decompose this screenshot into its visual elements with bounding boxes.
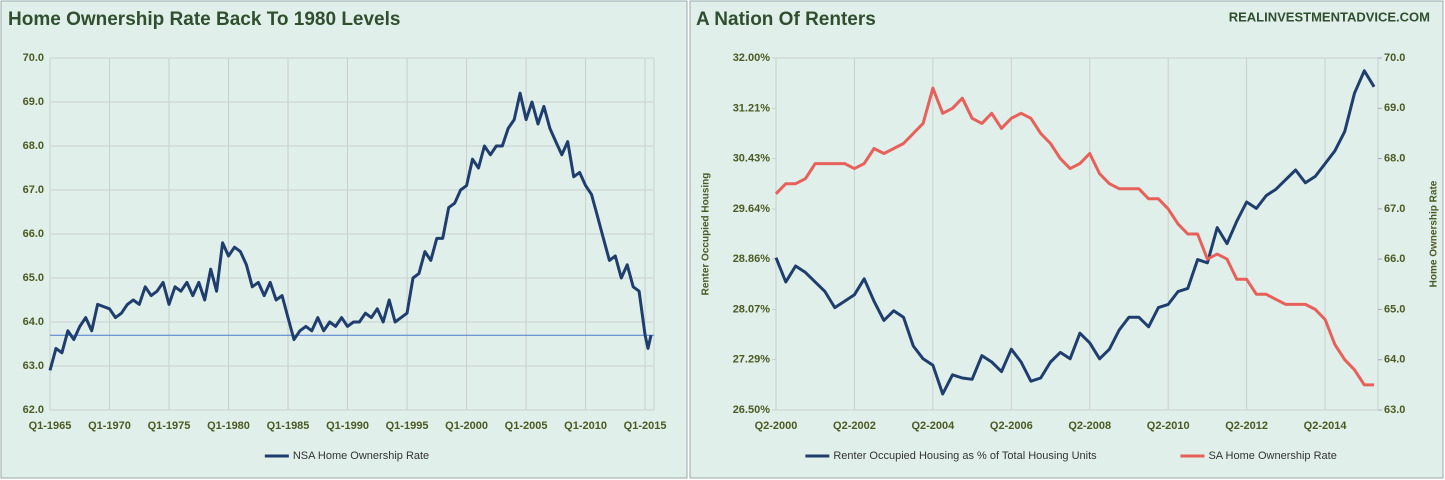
watermark: REALINVESTMENTADVICE.COM: [1229, 9, 1430, 24]
y-tick-label: 28.07%: [733, 303, 771, 315]
legend-label: Renter Occupied Housing as % of Total Ho…: [833, 450, 1097, 462]
x-tick-label: Q2-2012: [1225, 420, 1268, 432]
x-tick-label: Q1-2005: [505, 420, 548, 432]
series-line: [774, 86, 1375, 387]
series-line: [774, 69, 1376, 396]
x-tick-label: Q1-1975: [148, 420, 191, 432]
y2-axis-label: Home Ownership Rate: [1429, 180, 1440, 287]
y-tick-label: 68.0: [23, 140, 44, 152]
y-tick-label: 30.43%: [733, 152, 771, 164]
x-tick-label: Q1-1965: [29, 420, 72, 432]
y2-tick-label: 67.0: [1384, 203, 1405, 215]
y-tick-label: 63.0: [23, 360, 44, 372]
x-tick-label: Q2-2010: [1147, 420, 1190, 432]
y-tick-label: 32.00%: [733, 52, 771, 64]
y-tick-label: 28.86%: [733, 253, 771, 265]
x-tick-label: Q2-2004: [911, 420, 955, 432]
y2-tick-label: 69.0: [1384, 102, 1405, 114]
panel-left: [0, 0, 688, 479]
y-tick-label: 26.50%: [733, 404, 771, 416]
y-tick-label: 31.21%: [733, 102, 771, 114]
y-tick-label: 65.0: [23, 272, 44, 284]
x-tick-label: Q2-2014: [1304, 420, 1348, 432]
x-tick-label: Q2-2000: [755, 420, 798, 432]
y2-tick-label: 63.0: [1384, 404, 1405, 416]
x-tick-label: Q2-2006: [990, 420, 1033, 432]
x-tick-label: Q1-1990: [326, 420, 369, 432]
y-tick-label: 67.0: [23, 184, 44, 196]
panel-right: [689, 0, 1444, 479]
x-tick-label: Q1-2010: [564, 420, 607, 432]
y2-tick-label: 66.0: [1384, 253, 1405, 265]
series-line: [48, 91, 653, 371]
y-tick-label: 70.0: [23, 52, 44, 64]
y2-tick-label: 64.0: [1384, 354, 1405, 366]
y-tick-label: 29.64%: [733, 203, 771, 215]
y-axis-label: Renter Occupied Housing: [701, 173, 712, 296]
x-tick-label: Q1-1995: [386, 420, 429, 432]
y2-tick-label: 68.0: [1384, 152, 1405, 164]
legend-label: SA Home Ownership Rate: [1208, 450, 1336, 462]
legend-label: NSA Home Ownership Rate: [293, 450, 429, 462]
x-tick-label: Q2-2008: [1068, 420, 1111, 432]
x-tick-label: Q1-1970: [88, 420, 131, 432]
y-tick-label: 27.29%: [733, 353, 771, 365]
y-tick-label: 64.0: [23, 316, 44, 328]
x-tick-label: Q1-1985: [267, 420, 310, 432]
y2-tick-label: 70.0: [1384, 52, 1405, 64]
y-tick-label: 66.0: [23, 228, 44, 240]
x-tick-label: Q1-1980: [207, 420, 250, 432]
x-tick-label: Q1-2015: [624, 420, 667, 432]
x-tick-label: Q1-2000: [445, 420, 488, 432]
chart-title: A Nation Of Renters: [696, 9, 876, 30]
x-tick-label: Q2-2002: [833, 420, 876, 432]
y2-tick-label: 65.0: [1384, 303, 1405, 315]
chart-title: Home Ownership Rate Back To 1980 Levels: [8, 9, 400, 30]
y-tick-label: 62.0: [23, 404, 44, 416]
y-tick-label: 69.0: [23, 96, 44, 108]
